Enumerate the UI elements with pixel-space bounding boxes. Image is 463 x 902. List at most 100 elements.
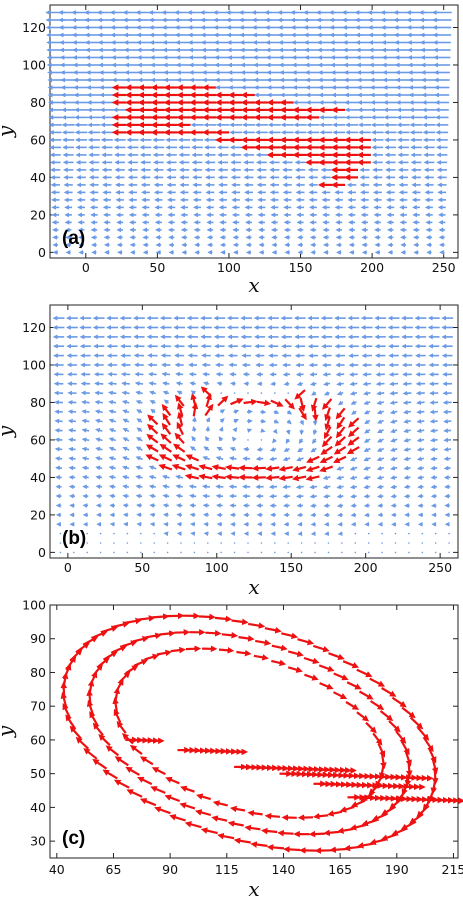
field-arrow bbox=[363, 484, 371, 490]
vortex-arrow bbox=[152, 613, 170, 620]
vortex-arrow bbox=[369, 677, 386, 687]
vortex-arrow bbox=[404, 750, 412, 767]
vortex-arrow bbox=[409, 716, 424, 730]
vortex-arrow bbox=[408, 813, 424, 824]
vortex-arrow bbox=[297, 638, 315, 646]
field-arrow bbox=[389, 390, 398, 396]
field-arrow bbox=[108, 474, 116, 480]
field-arrow bbox=[81, 446, 90, 452]
y-tick-label: 100 bbox=[22, 57, 46, 72]
field-arrow bbox=[336, 381, 344, 387]
vortex-arrow bbox=[324, 416, 331, 431]
vortex-arrow bbox=[287, 650, 304, 658]
field-dot bbox=[300, 542, 303, 544]
vortex-arrow bbox=[391, 696, 407, 708]
field-arrow bbox=[323, 493, 331, 499]
field-arrow bbox=[162, 381, 170, 386]
field-arrow bbox=[94, 418, 103, 424]
vortex-arrow bbox=[195, 809, 212, 817]
vortex-arrow bbox=[395, 730, 407, 744]
field-arrow bbox=[175, 474, 184, 480]
field-dot bbox=[207, 551, 209, 554]
vortex-arrow bbox=[327, 810, 343, 817]
field-arrow bbox=[175, 493, 183, 499]
vortex-arrow bbox=[184, 473, 200, 480]
field-arrow bbox=[150, 408, 156, 414]
vortex-arrow bbox=[212, 800, 228, 807]
vortex-arrow bbox=[250, 841, 268, 848]
vortex-arrow bbox=[361, 819, 378, 827]
field-arrow bbox=[108, 456, 116, 461]
vortex-arrow bbox=[91, 630, 108, 640]
field-dot bbox=[99, 532, 102, 535]
field-arrow bbox=[363, 466, 371, 471]
y-tick-label: 30 bbox=[30, 834, 46, 849]
vortex-arrow bbox=[179, 802, 196, 810]
panel-b: 0 50 100 150 200 250 0 20 40 60 80 100 120 x y (b) bbox=[0, 304, 459, 599]
field-arrow bbox=[269, 447, 277, 452]
field-arrow bbox=[233, 409, 240, 415]
field-arrow bbox=[416, 456, 425, 462]
field-arrow bbox=[349, 484, 358, 490]
vortex-arrow bbox=[251, 464, 266, 472]
vortex-arrow bbox=[365, 721, 377, 734]
field-arrow bbox=[192, 425, 197, 432]
field-arrow bbox=[219, 409, 226, 414]
vortex-arrow bbox=[369, 838, 387, 846]
field-arrow bbox=[219, 417, 225, 424]
vortex-arrow bbox=[371, 812, 388, 821]
field-dot bbox=[140, 542, 142, 544]
vortex-arrow bbox=[115, 678, 124, 693]
y-axis-label: y bbox=[0, 725, 17, 738]
field-arrow bbox=[295, 484, 304, 490]
field-arrow bbox=[205, 416, 210, 423]
field-arrow bbox=[363, 456, 371, 462]
field-arrow bbox=[376, 447, 385, 452]
vortex-arrow bbox=[230, 398, 244, 406]
field-arrow bbox=[149, 390, 157, 396]
field-dot bbox=[448, 532, 450, 535]
field-dot bbox=[99, 542, 102, 544]
field-dot bbox=[73, 532, 75, 535]
field-dot bbox=[434, 542, 437, 544]
vortex-arrow bbox=[133, 635, 150, 643]
vortex-arrow bbox=[86, 699, 95, 716]
field-dot bbox=[113, 532, 115, 535]
field-arrow bbox=[310, 447, 317, 453]
field-dot bbox=[153, 532, 155, 535]
x-axis-label: x bbox=[248, 273, 259, 297]
vortex-arrow bbox=[401, 706, 416, 719]
vortex-arrow bbox=[284, 398, 295, 410]
vortex-arrow bbox=[422, 795, 434, 811]
vortex-arrow bbox=[169, 814, 186, 822]
vortex-arrow bbox=[164, 794, 181, 803]
vortex-arrow bbox=[404, 770, 412, 787]
field-dot bbox=[408, 551, 410, 554]
field-arrow bbox=[190, 390, 196, 396]
field-dot bbox=[274, 542, 276, 544]
field-arrow bbox=[377, 428, 384, 434]
field-arrow bbox=[377, 438, 384, 443]
field-arrow bbox=[148, 465, 157, 470]
vortex-arrow bbox=[380, 753, 387, 770]
vortex-arrow bbox=[147, 414, 159, 426]
vortex-arrow bbox=[92, 722, 104, 736]
field-dot bbox=[260, 439, 263, 441]
field-arrow bbox=[362, 381, 371, 387]
x-tick-label: 250 bbox=[428, 560, 452, 575]
vortex-arrow bbox=[146, 434, 159, 444]
field-arrow bbox=[416, 428, 425, 434]
y-tick-label: 20 bbox=[30, 507, 46, 522]
field-arrow bbox=[148, 484, 156, 490]
vortex-arrow bbox=[185, 463, 200, 471]
vortex-arrow bbox=[342, 660, 360, 669]
vortex-arrow bbox=[124, 617, 143, 625]
field-arrow bbox=[107, 390, 117, 396]
vortex-arrow bbox=[256, 399, 272, 407]
field-arrow bbox=[122, 456, 130, 461]
field-arrow bbox=[189, 446, 197, 451]
field-arrow bbox=[135, 446, 143, 452]
field-arrow bbox=[148, 381, 157, 386]
vortex-arrow bbox=[156, 649, 172, 657]
vortex-arrow bbox=[336, 827, 354, 834]
